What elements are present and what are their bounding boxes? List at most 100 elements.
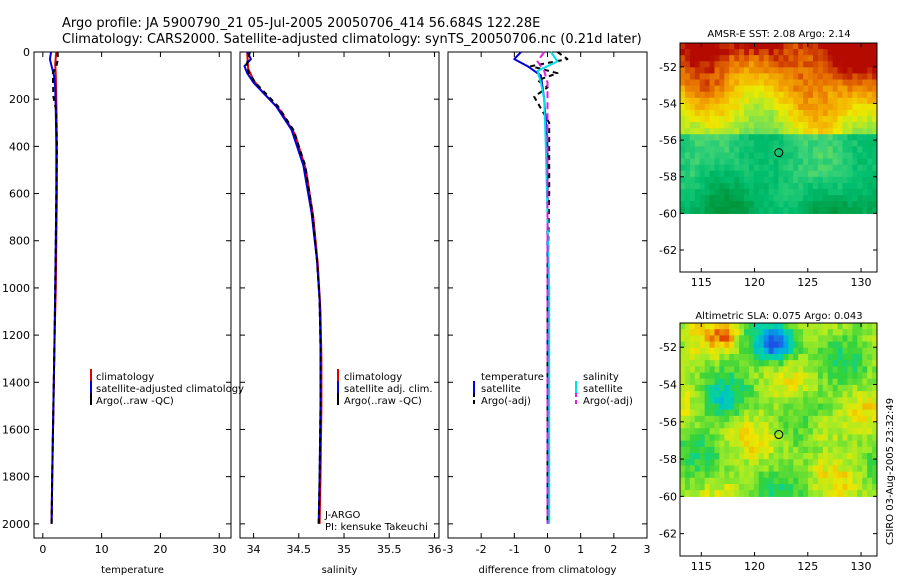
heatmap-cell — [724, 91, 730, 99]
heatmap-cell — [758, 128, 765, 135]
heatmap-cell — [739, 329, 745, 336]
heatmap-cell — [803, 403, 809, 411]
heatmap-cell — [872, 55, 877, 62]
heatmap-cell — [729, 471, 735, 479]
heatmap-cell — [837, 366, 844, 374]
heatmap-cell — [847, 483, 853, 491]
heatmap-cell — [842, 122, 849, 129]
heatmap-cell — [847, 61, 853, 68]
heatmap-cell — [744, 152, 750, 160]
heatmap-cell — [719, 182, 725, 190]
heatmap-cell — [852, 43, 858, 50]
heatmap-cell — [734, 116, 740, 123]
heatmap-cell — [729, 182, 735, 190]
heatmap-cell — [768, 103, 775, 111]
heatmap-cell — [689, 384, 696, 392]
heatmap-cell — [827, 341, 834, 349]
map-x-tick-label: 125 — [797, 276, 818, 289]
heatmap-cell — [798, 403, 804, 411]
heatmap-cell — [739, 158, 745, 166]
heatmap-cell — [803, 335, 809, 343]
heatmap-cell — [729, 195, 735, 202]
heatmap-cell — [793, 347, 799, 355]
heatmap-cell — [709, 391, 716, 398]
heatmap-cell — [748, 409, 755, 417]
heatmap-cell — [862, 403, 868, 411]
heatmap-cell — [798, 440, 804, 448]
heatmap-cell — [808, 391, 814, 398]
heatmap-cell — [857, 477, 863, 485]
heatmap-cell — [758, 329, 765, 336]
heatmap-cell — [739, 397, 745, 405]
heatmap-cell — [744, 67, 750, 75]
heatmap-cell — [689, 49, 696, 56]
heatmap-cell — [798, 446, 804, 454]
heatmap-cell — [837, 372, 844, 380]
y-tick-label: 1600 — [2, 423, 30, 436]
heatmap-cell — [684, 477, 691, 485]
heatmap-cell — [793, 85, 799, 93]
heatmap-cell — [753, 97, 760, 105]
heatmap-cell — [680, 329, 686, 336]
heatmap-cell — [822, 378, 829, 386]
heatmap-cell — [739, 483, 745, 491]
heatmap-cell — [684, 152, 691, 160]
heatmap-cell — [724, 85, 730, 93]
y-tick-label: 400 — [9, 140, 30, 153]
heatmap-cell — [753, 109, 760, 117]
heatmap-cell — [704, 329, 711, 336]
heatmap-cell — [709, 189, 716, 196]
heatmap-cell — [812, 391, 819, 398]
heatmap-cell — [798, 490, 804, 497]
heatmap-cell — [729, 176, 735, 184]
heatmap-cell — [817, 409, 824, 417]
heatmap-cell — [734, 323, 740, 330]
map-y-tick-label: -52 — [659, 341, 677, 354]
heatmap-cell — [872, 128, 877, 135]
heatmap-cell — [724, 428, 730, 436]
heatmap-cell — [680, 335, 686, 343]
series-line-climatology — [246, 51, 323, 524]
heatmap-cell — [812, 446, 819, 454]
heatmap-cell — [803, 341, 809, 349]
heatmap-cell — [758, 360, 765, 367]
heatmap-cell — [842, 116, 849, 123]
map-x-tick-label: 120 — [744, 276, 765, 289]
heatmap-cell — [699, 73, 706, 81]
heatmap-cell — [867, 409, 873, 417]
heatmap-cell — [724, 189, 730, 196]
heatmap-cell — [822, 73, 829, 81]
heatmap-cell — [724, 182, 730, 190]
heatmap-cell — [867, 49, 873, 56]
heatmap-cell — [680, 483, 686, 491]
heatmap-cell — [832, 360, 839, 367]
heatmap-cell — [788, 146, 794, 154]
heatmap-cell — [684, 122, 691, 129]
heatmap-cell — [812, 122, 819, 129]
heatmap-cell — [758, 384, 765, 392]
heatmap-cell — [812, 434, 819, 442]
heatmap-cell — [812, 378, 819, 386]
heatmap-cell — [684, 97, 691, 105]
heatmap-cell — [744, 164, 750, 172]
heatmap-cell — [748, 341, 755, 349]
heatmap-cell — [822, 116, 829, 123]
heatmap-cell — [852, 103, 858, 111]
heatmap-cell — [808, 164, 814, 172]
heatmap-cell — [842, 73, 849, 81]
heatmap-cell — [842, 403, 849, 411]
heatmap-cell — [788, 483, 794, 491]
heatmap-cell — [694, 103, 701, 111]
heatmap-cell — [798, 409, 804, 417]
heatmap-cell — [817, 158, 824, 166]
heatmap-cell — [684, 440, 691, 448]
heatmap-cell — [857, 391, 863, 398]
heatmap-cell — [857, 347, 863, 355]
heatmap-cell — [788, 490, 794, 497]
heatmap-cell — [852, 428, 858, 436]
heatmap-cell — [808, 329, 814, 336]
heatmap-cell — [788, 409, 794, 417]
heatmap-cell — [867, 483, 873, 491]
heatmap-cell — [783, 55, 789, 62]
salinity-panel-frame — [239, 51, 440, 539]
